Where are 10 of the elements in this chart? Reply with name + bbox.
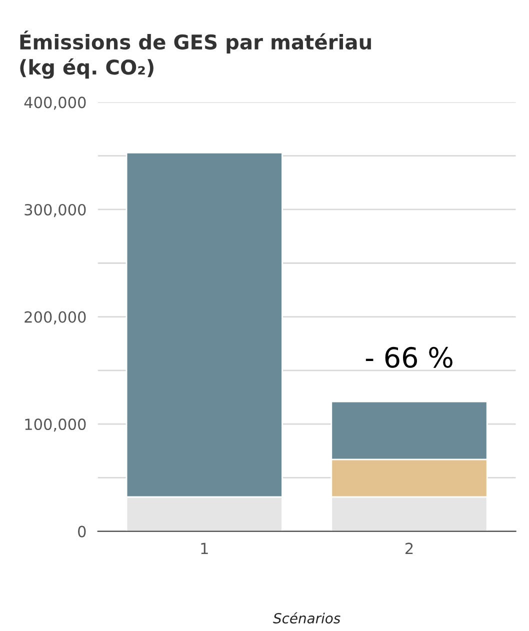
y-tick-label: 300,000 — [24, 204, 86, 218]
annotation: - 66 % — [366, 346, 452, 368]
x-tick-label: 1 — [201, 542, 208, 554]
x-tick-label: 2 — [406, 542, 413, 554]
y-tick-label: 200,000 — [24, 311, 86, 324]
x-axis-title: Scénarios — [273, 612, 340, 624]
y-tick-label: 0 — [78, 526, 86, 538]
y-tick-label: 400,000 — [24, 96, 86, 110]
y-tick-label: 100,000 — [25, 418, 86, 432]
chart-title: Émissions de GES par matériau (kg éq. CO₂) — [20, 30, 371, 79]
